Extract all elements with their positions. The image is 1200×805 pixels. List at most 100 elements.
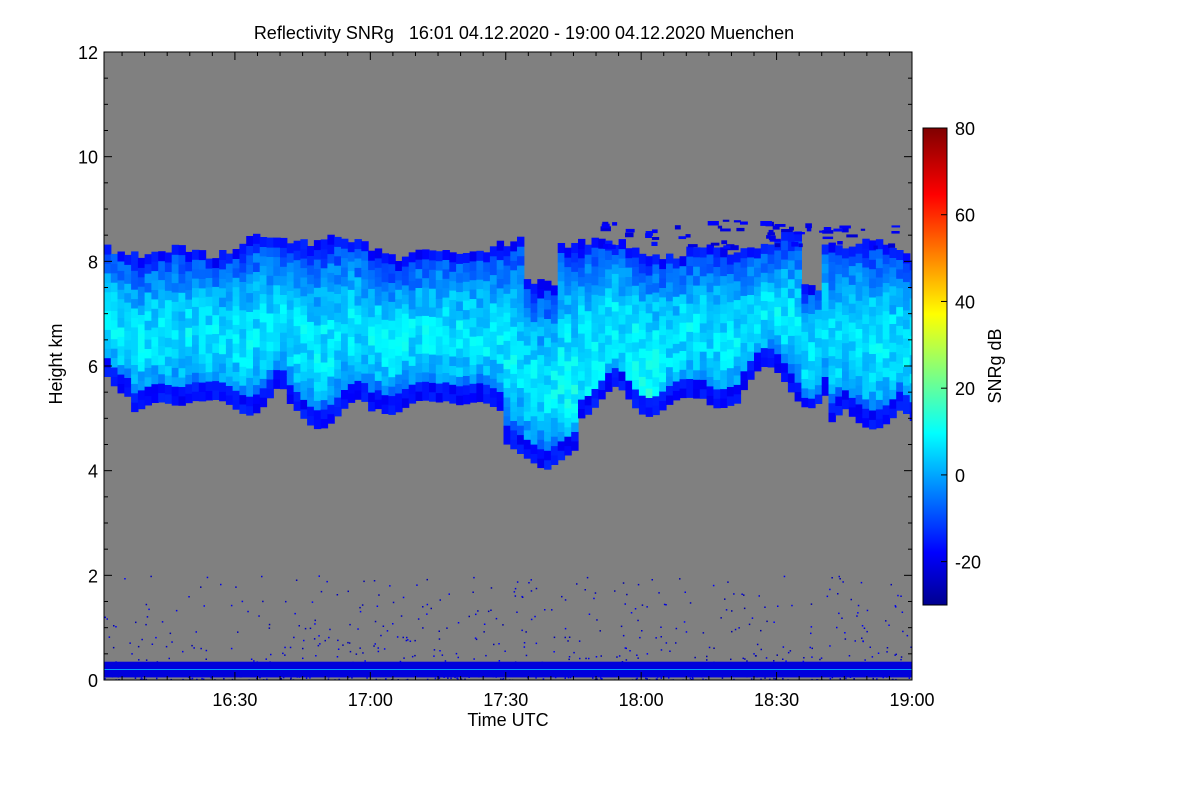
heatmap-speck [588,657,590,660]
heatmap-cell [571,337,579,348]
heatmap-cell [158,373,166,384]
heatmap-cell [320,239,329,250]
heatmap-speck [730,658,732,661]
heatmap-cell [618,295,626,306]
heatmap-cell [401,275,410,286]
heatmap-cell [422,268,430,279]
heatmap-cell [408,365,417,376]
heatmap-cell [266,247,274,257]
heatmap-cell [591,388,599,399]
heatmap-cell [544,422,552,432]
heatmap-cell [307,359,315,369]
heatmap-cell [415,391,423,401]
heatmap-cell [341,370,349,381]
heatmap-cell [489,302,498,313]
heatmap-cell [571,412,579,423]
heatmap-cell [882,395,891,406]
heatmap-speck [854,640,856,642]
heatmap-cell [720,388,728,399]
heatmap-cell [571,384,579,395]
heatmap-cell [273,369,281,380]
heatmap-cell [259,350,268,361]
heatmap-cell [666,253,674,264]
heatmap-cell [720,275,728,286]
heatmap-speck [382,625,385,627]
heatmap-speck [863,627,866,629]
heatmap-cell [726,329,735,340]
heatmap-cell [476,326,484,337]
heatmap-cell [550,379,559,390]
heatmap-cell [462,356,471,367]
heatmap-cell [699,360,708,371]
heatmap-cell [862,389,870,400]
heatmap-cell [571,280,579,291]
heatmap-speck [457,622,460,624]
heatmap-cell [273,378,281,389]
heatmap-cell [388,273,396,283]
heatmap-cell [178,301,186,312]
heatmap-cell [212,371,220,382]
heatmap-cell [415,259,423,270]
heatmap-cell [550,436,559,447]
heatmap-cell [401,397,410,408]
heatmap-cell [544,309,552,319]
heatmap-cell [469,345,477,356]
colorbar-tick-label: 20 [955,379,975,399]
heatmap-cell [205,305,213,316]
heatmap-cell [253,233,261,244]
heatmap-cell [449,374,457,385]
heatmap-speck [744,658,746,660]
heatmap-cell [395,345,403,356]
heatmap-cell [395,279,403,290]
heatmap-speck [629,650,631,652]
heatmap-speck [386,630,389,632]
heatmap-cell [611,329,620,340]
heatmap-cell [374,248,383,259]
heatmap-cell [253,375,261,386]
heatmap-speck [894,605,897,607]
heatmap-cell [618,323,626,334]
heatmap-cell [225,291,234,302]
heatmap-cell [808,388,816,399]
heatmap-cell [747,341,755,352]
heatmap-cell [828,393,836,404]
heatmap-cell [686,340,694,351]
heatmap-cell [435,270,444,280]
heatmap-cell [706,395,714,406]
heatmap-cell [158,317,166,328]
heatmap-speck [660,626,662,628]
heatmap-cell [625,380,633,391]
heatmap-cell [158,307,166,318]
heatmap-cell [517,312,525,323]
heatmap-cell [713,285,721,296]
heatmap-cell [781,287,789,298]
heatmap-cell [591,294,599,305]
heatmap-cell [334,293,342,304]
heatmap-cell [726,282,735,293]
heatmap-speck [422,627,424,629]
heatmap-cell [618,239,626,250]
heatmap-cell [246,358,254,369]
heatmap-cell [862,417,870,428]
heatmap-cell [557,356,566,367]
heatmap-cell [591,265,599,276]
heatmap-cell [544,327,552,338]
heatmap-cell [645,378,654,389]
heatmap-speck [668,677,670,679]
heatmap-cell [462,394,471,405]
heatmap-cell [313,362,322,373]
heatmap-cell [131,279,139,290]
heatmap-speck [713,647,715,649]
heatmap-cell [699,322,708,333]
heatmap-cell [280,275,288,286]
heatmap-speck [403,657,405,659]
heatmap-speck [250,658,253,660]
heatmap-speck [392,623,394,625]
heatmap-cell [557,309,566,319]
heatmap-speck [359,647,361,649]
heatmap-cell [388,404,396,415]
heatmap-cell [814,346,823,357]
heatmap-cell [869,259,877,270]
heatmap-speck [363,580,365,583]
heatmap-cell [903,319,911,330]
